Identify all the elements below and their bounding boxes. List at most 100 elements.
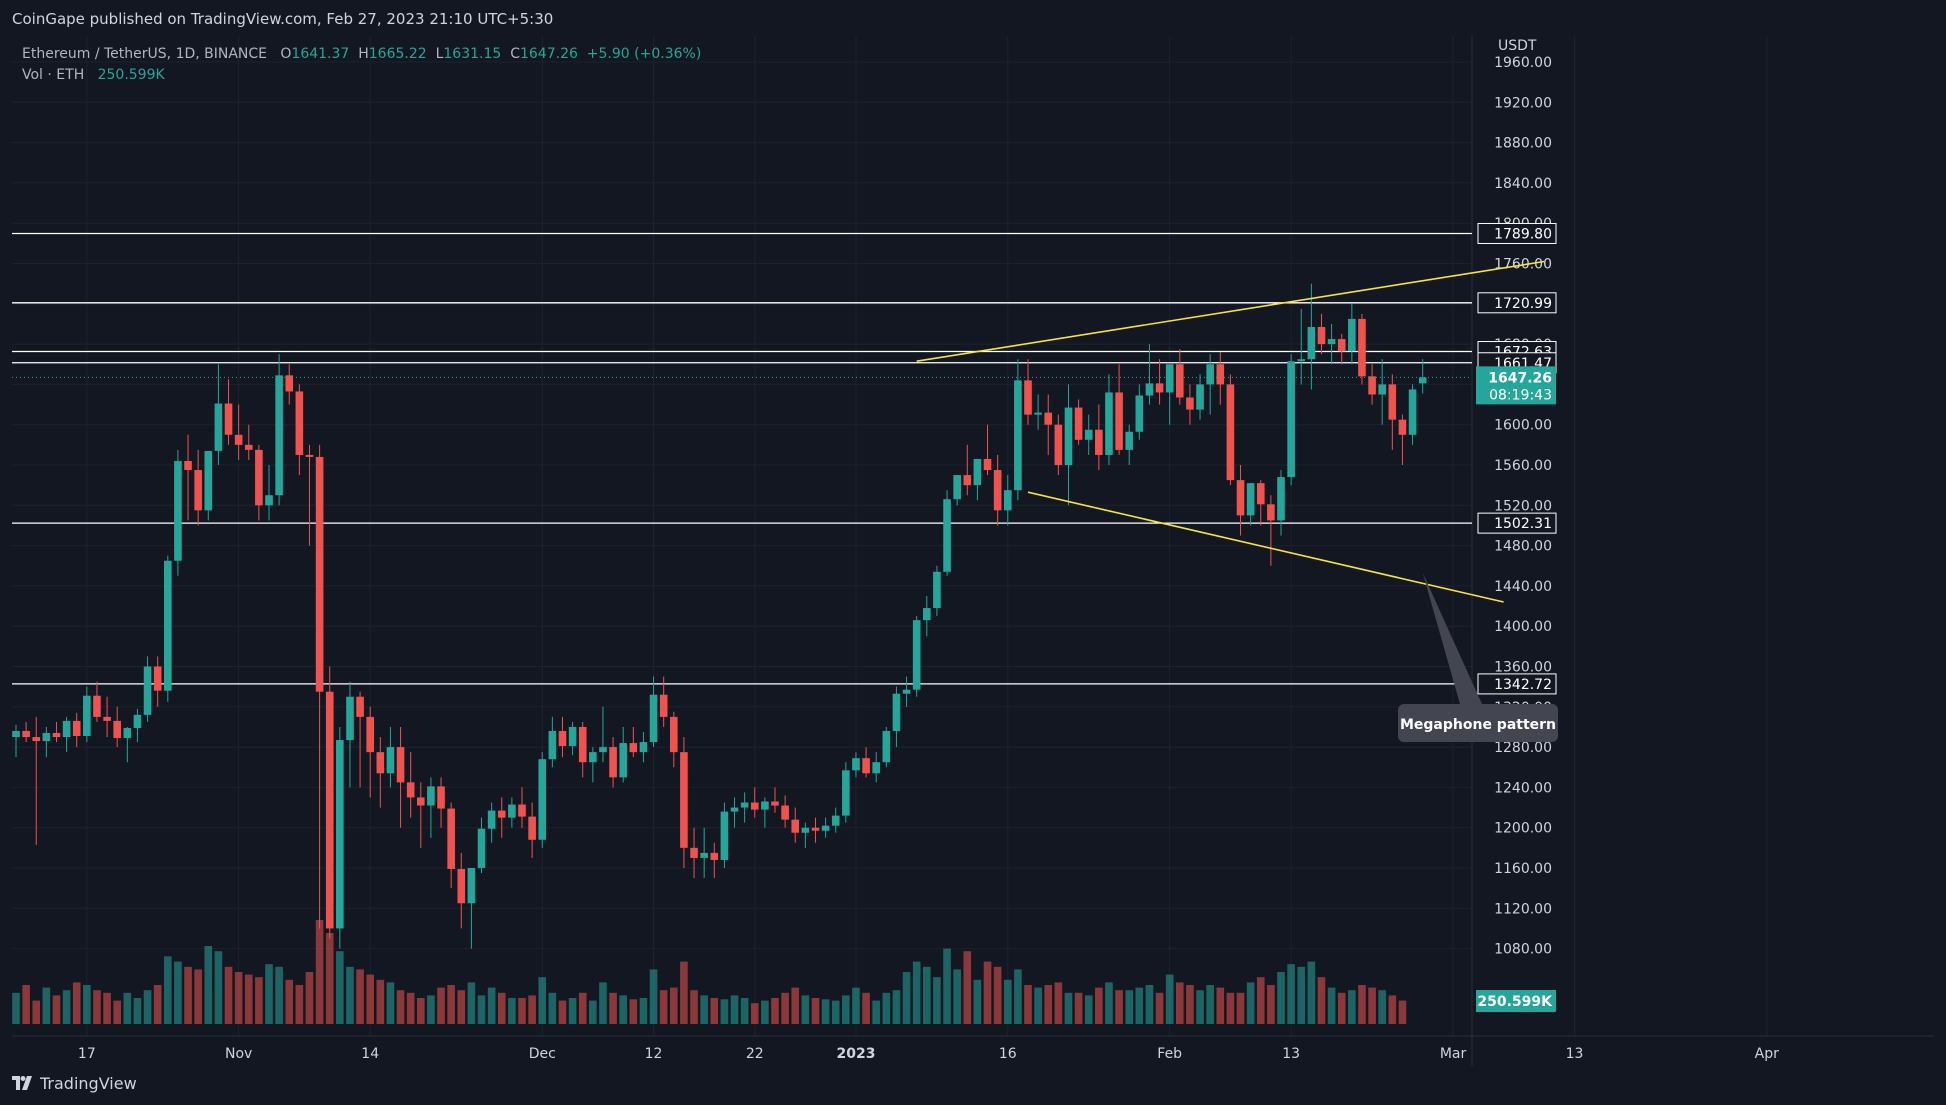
price-tick-label: 1240.00 [1494,780,1552,796]
price-chart[interactable]: 1960.001920.001880.001840.001800.001760.… [12,36,1934,1066]
volume-bar [83,985,91,1024]
volume-bar [842,995,850,1024]
candle-body [629,743,638,753]
volume-bar [538,977,547,1024]
time-tick-label: 17 [78,1046,96,1062]
volume-bar [437,987,445,1024]
candle [508,797,516,828]
candle-body [811,827,820,831]
candle-body [1054,424,1063,465]
candle [862,747,870,778]
candle [295,384,304,476]
candle [497,797,506,838]
candle [761,797,769,828]
close-label: C [510,46,520,62]
candle [730,797,739,828]
candle [1348,303,1356,365]
candle [619,726,627,783]
candle [214,364,223,465]
candle [629,726,638,758]
volume-bar [791,987,800,1024]
volume-bar [1287,964,1295,1024]
volume-bar [123,992,132,1024]
candle [386,726,395,788]
volume-bar [912,961,921,1024]
volume-bar [781,992,789,1024]
time-tick-label: Apr [1755,1046,1779,1062]
candle-body [325,691,334,929]
volume-bar [1054,982,1063,1024]
candle [1186,384,1194,425]
time-tick-label: Dec [529,1046,556,1062]
volume-bar [1196,990,1204,1024]
candle [1297,308,1306,385]
volume-bar [285,979,294,1024]
volume-bar [275,966,283,1024]
candle-body [12,730,20,738]
volume-line: Vol · ETH 250.599K [22,65,701,86]
candle-body [285,375,294,392]
volume-bar [244,974,253,1024]
candle [244,424,253,460]
candle-body [295,391,304,455]
volume-bar [700,995,708,1024]
candle [558,716,567,758]
candle-body [1034,412,1042,415]
candle [427,777,435,838]
price-tick-label: 1280.00 [1494,740,1552,756]
candle-body [1125,431,1133,450]
candle-body [568,726,577,747]
volume-bar [923,966,931,1024]
candle [1216,352,1225,405]
volume-bar [62,990,71,1024]
callout-pointer [1422,572,1482,704]
volume-bar [720,999,729,1024]
time-tick-label: 13 [1282,1046,1300,1062]
candle-body [1084,429,1093,440]
candle-body [589,752,597,763]
candle-body [1256,483,1265,505]
candle-body [892,693,901,731]
candle [52,721,61,743]
volume-bar [1348,990,1356,1024]
price-tick-label: 1480.00 [1494,539,1552,555]
volume-bar [1388,995,1397,1024]
candle-body [599,747,607,753]
candle [963,444,972,496]
candle-body [1297,359,1306,362]
candle-body [113,720,121,739]
candle [396,726,405,828]
price-tick-label: 1360.00 [1494,660,1552,676]
candle-body [659,694,668,717]
volume-badge-text: 250.599K [1477,994,1553,1010]
volume-bar [902,972,911,1024]
chart-frame[interactable]: 1960.001920.001880.001840.001800.001760.… [12,36,1934,1066]
volume-bar [1024,985,1032,1024]
volume-bar [1378,990,1386,1024]
footer: TradingView [12,1071,137,1095]
time-tick-label: Nov [225,1046,252,1062]
candle-body [1095,429,1103,455]
candle [1024,359,1032,425]
symbol-name[interactable]: Ethereum / TetherUS, 1D, BINANCE [22,46,268,62]
candle-body [1327,339,1336,345]
candle-body [1408,389,1417,435]
candle-body [801,827,810,833]
candle-body [1196,384,1204,410]
candle-body [153,666,162,691]
candle-body [1307,326,1316,360]
candle-body [265,495,273,506]
candle-body [437,786,445,809]
candle [1398,414,1407,465]
candle [548,716,557,768]
candle [1135,384,1144,440]
candle [1165,364,1174,425]
candle [1358,313,1366,385]
candle [578,721,587,778]
candle-body [315,456,324,692]
candle [983,424,992,476]
tradingview-brand[interactable]: TradingView [40,1073,137,1093]
candle-body [396,747,405,783]
candle [1317,313,1326,355]
close-value: 1647.26 [519,46,578,62]
